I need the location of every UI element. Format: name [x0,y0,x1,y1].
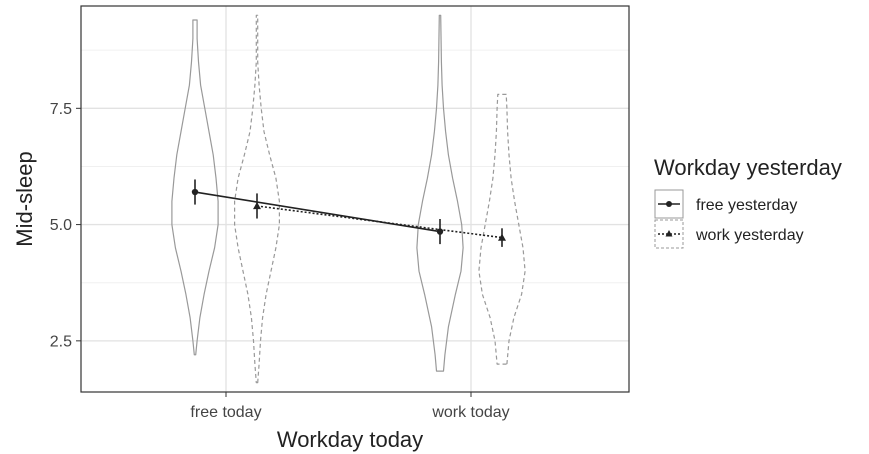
violin-free-yesterday-work-today [416,14,464,372]
violin-work-yesterday-work-today [478,93,526,365]
point-work-yesterday-free-today [253,201,261,210]
legend-label-work-yesterday: work yesterday [695,227,804,244]
y-axis-title: Mid-sleep [12,151,37,246]
y-axis-ticks: 2.5 5.0 7.5 [50,101,81,350]
plot-panel-border [80,5,630,393]
gridlines [81,6,629,392]
point-free-yesterday-free-today [191,188,199,196]
series-lines [194,191,503,239]
point-free-yesterday-work-today [436,228,444,235]
legend-triangle-marker [665,230,673,237]
x-tick-label: free today [190,404,261,421]
violins [171,14,526,384]
point-work-yesterday-work-today [498,233,506,241]
legend-item-free-yesterday: free yesterday [654,189,797,219]
x-tick-label: work today [431,404,509,421]
violin-free-yesterday-free-today [171,19,219,356]
legend-item-work-yesterday: work yesterday [654,219,804,249]
mean-points [191,188,506,241]
y-tick-label: 7.5 [50,101,72,118]
line-free-yesterday [194,191,441,233]
legend: Workday yesterday free yesterday work ye… [654,155,842,249]
line-work-yesterday [256,205,503,239]
legend-label-free-yesterday: free yesterday [696,197,797,214]
x-axis-title: Workday today [277,427,423,452]
y-tick-label: 5.0 [50,217,72,234]
y-tick-label: 2.5 [50,333,72,350]
legend-circle-marker [666,201,672,207]
legend-title: Workday yesterday [654,155,842,180]
violin-work-yesterday-free-today [234,14,280,384]
x-axis-ticks: free today work today [190,392,510,421]
